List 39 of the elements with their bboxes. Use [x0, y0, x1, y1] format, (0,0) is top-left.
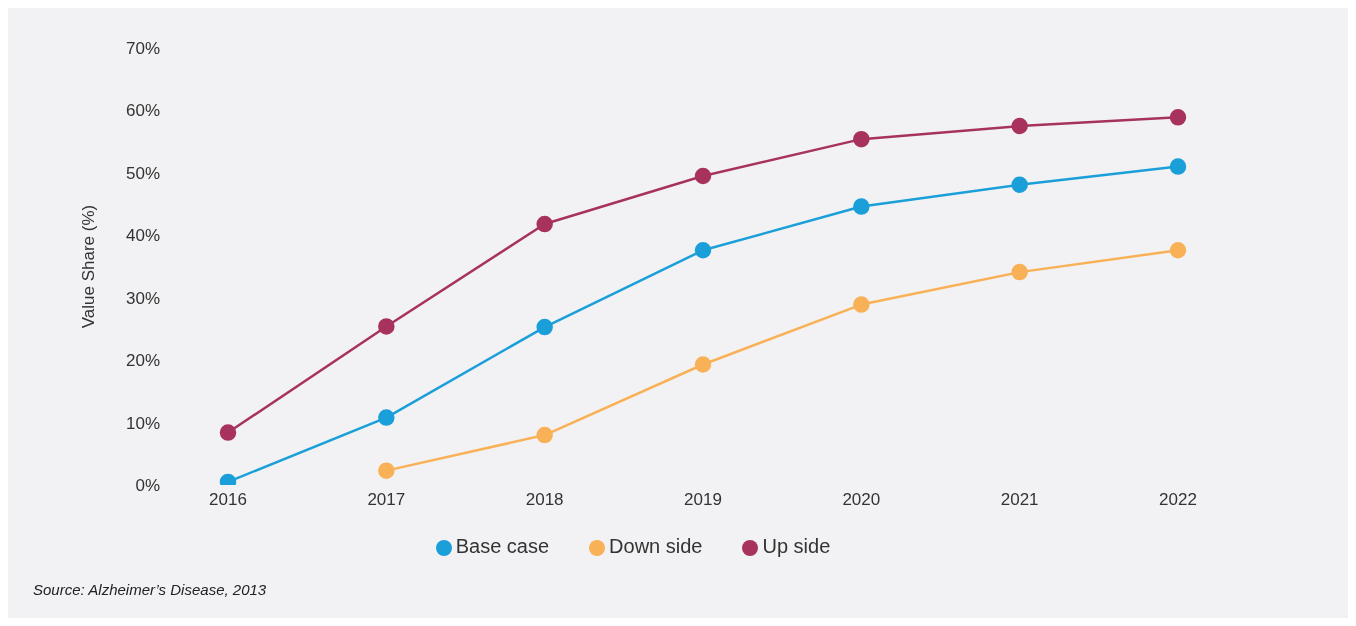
- point: [378, 462, 395, 479]
- point: [536, 215, 553, 233]
- y-tick-label: 70%: [125, 39, 160, 59]
- point: [1011, 263, 1028, 281]
- y-axis-title: Value Share (%): [79, 204, 99, 329]
- point: [853, 198, 870, 215]
- point: [694, 356, 712, 373]
- legend-label: Down side: [609, 535, 703, 557]
- point: [1169, 158, 1187, 175]
- y-tick-label: 40%: [125, 226, 160, 246]
- point: [1169, 242, 1187, 259]
- x-tick-label: 2018: [525, 490, 564, 510]
- x-tick-label: 2022: [1159, 490, 1197, 510]
- y-tick-label: 60%: [125, 101, 160, 121]
- y-tick-label: 30%: [125, 288, 160, 308]
- y-tick-label: 20%: [125, 351, 160, 371]
- x-tick-label: 2021: [1000, 490, 1039, 510]
- y-tick-label: 10%: [125, 413, 160, 433]
- x-tick-label: 2017: [367, 490, 406, 510]
- x-tick-label: 2016: [209, 490, 247, 510]
- y-tick-label: 0%: [135, 476, 160, 496]
- point: [694, 242, 712, 259]
- point: [853, 130, 870, 148]
- x-tick-label: 2019: [684, 490, 722, 510]
- point: [378, 318, 395, 335]
- y-tick-label: 50%: [125, 163, 160, 183]
- point: [1011, 117, 1028, 135]
- point: [536, 318, 553, 336]
- point: [378, 409, 395, 426]
- point: [694, 167, 712, 185]
- legend-label: Up side: [762, 535, 831, 557]
- source-note: Source: Alzheimer’s Disease, 2013: [33, 581, 267, 598]
- x-tick-label: 2020: [842, 490, 881, 510]
- point: [1169, 109, 1187, 126]
- point: [1011, 176, 1028, 193]
- legend-label: Base case: [455, 535, 550, 557]
- point: [853, 296, 870, 313]
- point: [219, 424, 237, 441]
- point: [536, 426, 553, 444]
